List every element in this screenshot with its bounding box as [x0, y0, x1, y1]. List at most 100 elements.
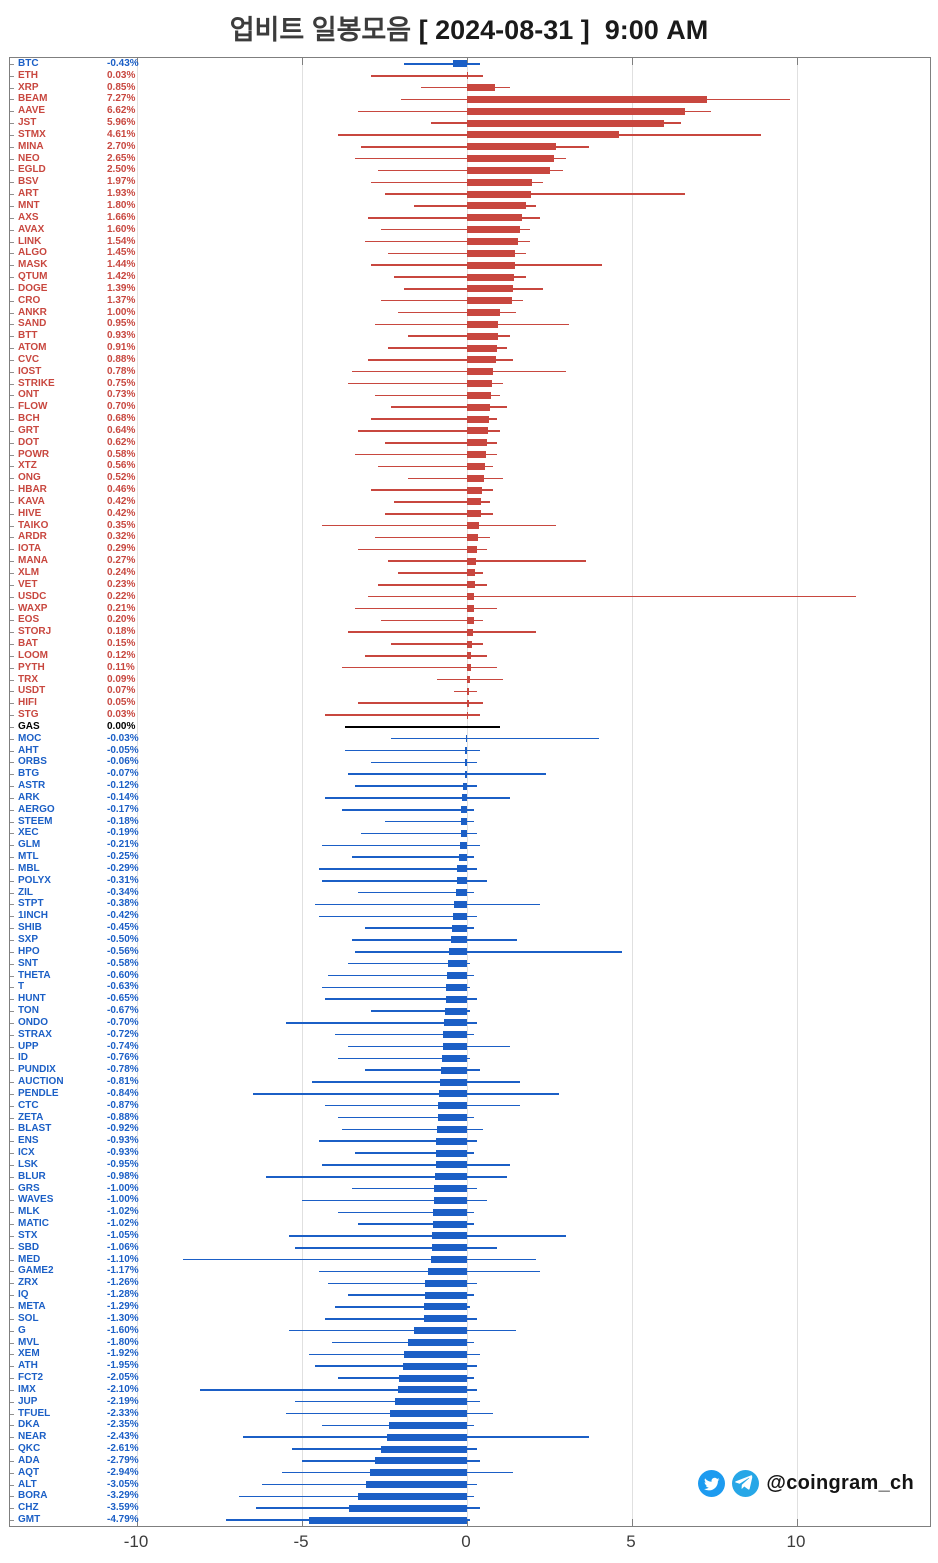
bar: [448, 948, 467, 956]
y-tick-mark: [10, 1011, 14, 1013]
bar: [467, 510, 481, 518]
range-line: [348, 1294, 474, 1296]
y-tick-mark: [10, 466, 14, 468]
coin-label: ART: [18, 188, 39, 200]
range-line: [391, 643, 484, 645]
range-line: [302, 1199, 487, 1202]
range-line: [397, 311, 517, 314]
y-tick-mark: [10, 1070, 14, 1072]
y-tick-mark: [10, 134, 14, 136]
bar: [424, 1303, 467, 1311]
pct-label: -0.05%: [107, 744, 139, 756]
bar: [462, 794, 467, 802]
y-tick-mark: [10, 1520, 14, 1522]
bar: [444, 1007, 467, 1015]
y-tick-mark: [10, 501, 14, 503]
gridline: [467, 58, 468, 1526]
y-tick-mark: [10, 715, 14, 717]
coin-label: POLYX: [18, 874, 51, 886]
bar: [467, 581, 475, 589]
bar: [465, 758, 467, 766]
y-tick-mark: [10, 987, 14, 989]
coin-label: FLOW: [18, 401, 48, 413]
coin-label: SXP: [18, 933, 39, 945]
bar: [436, 1125, 467, 1133]
y-tick-mark: [10, 1235, 14, 1237]
pct-label: 1.45%: [107, 247, 136, 259]
y-tick-mark: [10, 1188, 14, 1190]
range-line: [381, 228, 530, 231]
bar: [436, 1137, 467, 1145]
bar: [467, 711, 468, 719]
x-tick-label: 0: [461, 1532, 471, 1551]
bar: [467, 226, 520, 234]
y-tick-mark: [10, 182, 14, 184]
coin-label: WAVES: [18, 1194, 54, 1206]
pct-label: 1.54%: [107, 235, 136, 247]
bar: [467, 451, 487, 459]
coin-label: GAS: [18, 720, 40, 732]
pct-label: 1.37%: [107, 294, 136, 306]
y-tick-mark: [10, 430, 14, 432]
pct-label: -0.58%: [107, 957, 139, 969]
pct-label: 0.88%: [107, 353, 136, 365]
pct-label: -2.35%: [107, 1419, 139, 1431]
y-tick-mark: [10, 667, 14, 669]
pct-label: -0.18%: [107, 815, 139, 827]
telegram-icon: [732, 1470, 760, 1497]
range-line: [364, 240, 530, 243]
watermark: @coingram_ch: [698, 1470, 914, 1497]
pct-label: 0.95%: [107, 318, 136, 330]
y-tick-mark: [10, 750, 14, 752]
coin-label: AVAX: [18, 223, 45, 235]
bar: [467, 664, 471, 672]
y-tick-mark: [10, 1271, 14, 1273]
y-tick-mark: [10, 419, 14, 421]
coin-label: EGLD: [18, 164, 46, 176]
coin-label: PYTH: [18, 661, 45, 673]
coin-label: MBL: [18, 862, 40, 874]
x-tick-label: 5: [626, 1532, 636, 1551]
pct-label: 0.29%: [107, 543, 136, 555]
pct-label: -0.45%: [107, 922, 139, 934]
pct-label: 7.27%: [107, 93, 136, 105]
range-line: [358, 1223, 474, 1225]
x-tick-label: -10: [123, 1532, 149, 1551]
y-tick-mark: [10, 916, 14, 918]
coin-label: XEC: [18, 827, 39, 839]
y-tick-mark: [10, 1354, 14, 1356]
range-line: [364, 1069, 481, 1071]
pct-label: -0.19%: [107, 827, 139, 839]
bar: [467, 214, 522, 222]
coin-label: STRIKE: [18, 377, 55, 389]
coin-label: MTL: [18, 851, 39, 863]
bar: [442, 1043, 467, 1051]
bar: [434, 1185, 467, 1193]
y-tick-mark: [10, 1153, 14, 1155]
bar: [467, 166, 550, 174]
x-tick-mark: [797, 1519, 798, 1526]
y-tick-mark: [10, 1093, 14, 1095]
coin-label: XRP: [18, 81, 39, 93]
coin-label: ICX: [18, 1147, 35, 1159]
pct-label: 0.85%: [107, 81, 136, 93]
bar: [467, 320, 499, 328]
bar: [467, 332, 498, 340]
coin-label: BTC: [18, 57, 39, 69]
coin-label: BEAM: [18, 93, 48, 105]
range-line: [361, 832, 477, 835]
y-tick-mark: [10, 1212, 14, 1214]
y-tick-mark: [10, 726, 14, 728]
y-tick-mark: [10, 1105, 14, 1107]
coin-label: FCT2: [18, 1372, 43, 1384]
pct-label: 0.78%: [107, 365, 136, 377]
pct-label: -0.98%: [107, 1170, 139, 1182]
pct-label: -2.79%: [107, 1454, 139, 1466]
range-line: [387, 347, 507, 349]
coin-label: ETH: [18, 69, 38, 81]
range-line: [335, 1306, 471, 1308]
pct-label: -1.29%: [107, 1300, 139, 1312]
x-tick-mark: [632, 1519, 633, 1526]
range-line: [295, 1400, 481, 1403]
